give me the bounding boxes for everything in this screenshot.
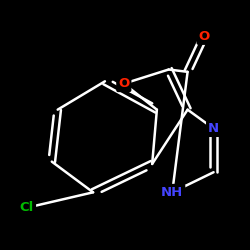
Text: NH: NH (161, 186, 183, 199)
Text: O: O (198, 30, 210, 43)
Text: O: O (118, 77, 130, 90)
Text: Cl: Cl (20, 201, 34, 214)
Text: N: N (208, 122, 219, 135)
